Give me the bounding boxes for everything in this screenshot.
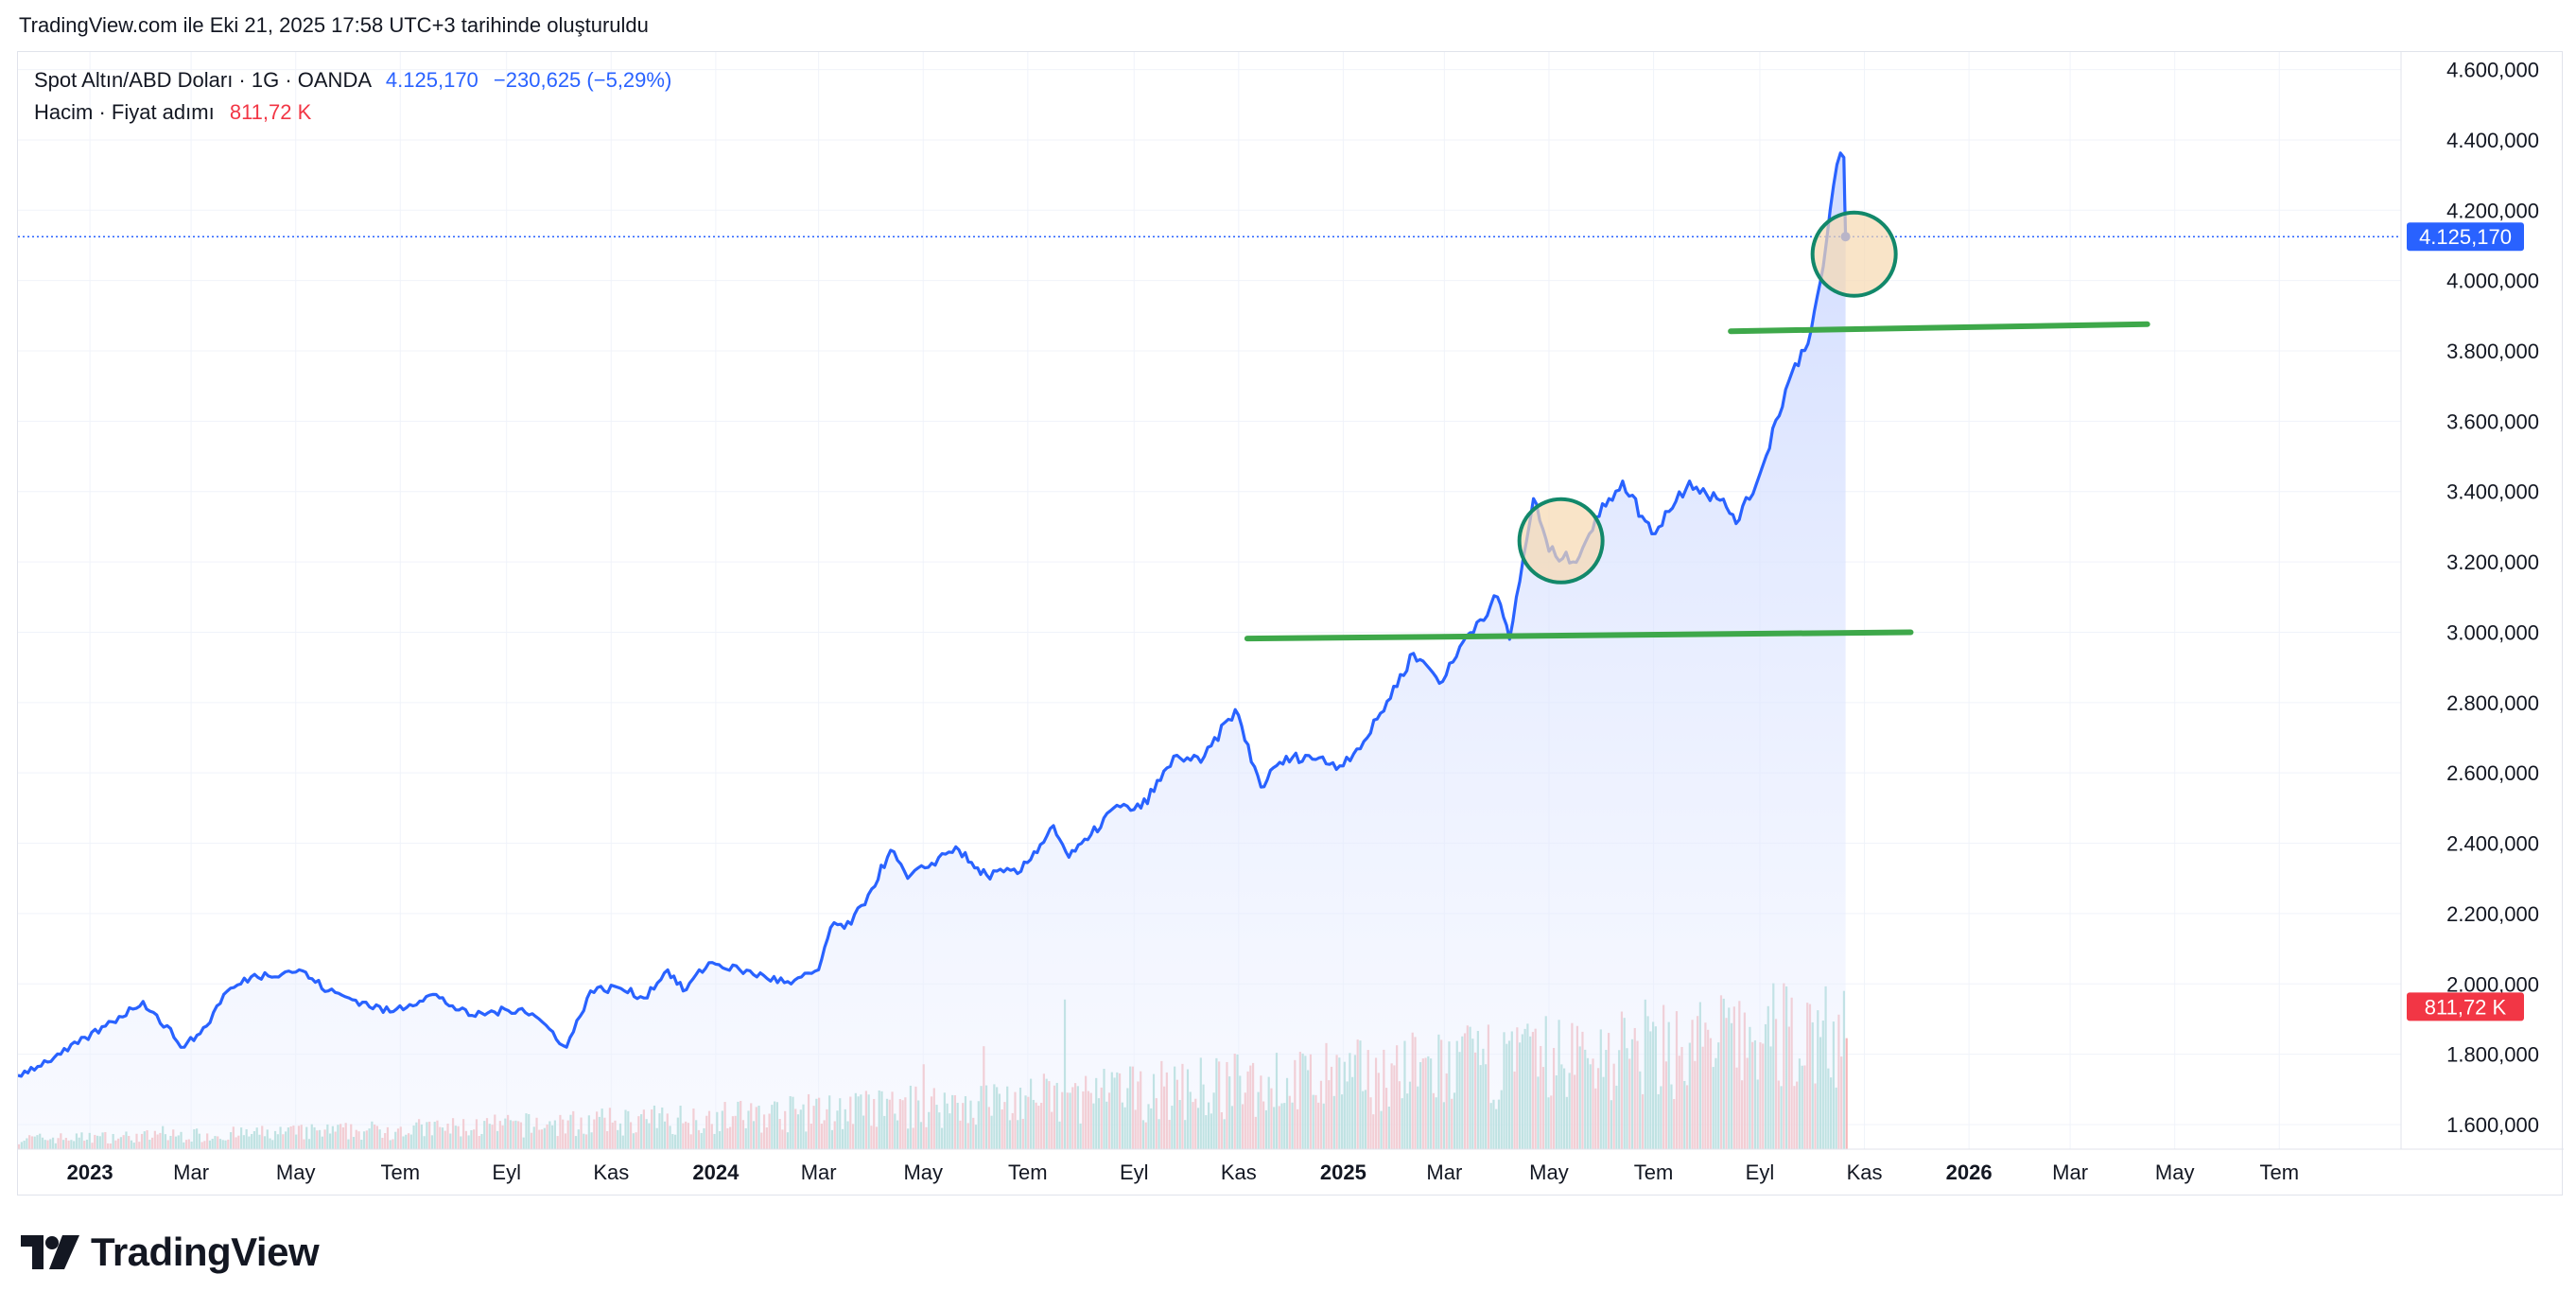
volume-tag-bg bbox=[2407, 992, 2524, 1021]
support-line bbox=[1728, 321, 2150, 335]
x-tick-label: Kas bbox=[593, 1161, 629, 1184]
tradingview-brand[interactable]: TradingView bbox=[21, 1230, 320, 1275]
x-tick-label: Tem bbox=[1634, 1161, 1674, 1184]
highlight-circle bbox=[1517, 497, 1605, 585]
y-tick-label: 1.800,000 bbox=[2446, 1043, 2539, 1067]
y-tick-label: 1.600,000 bbox=[2446, 1113, 2539, 1137]
x-tick-label: Mar bbox=[1426, 1161, 1462, 1184]
legend-volume-value: 811,72 K bbox=[229, 100, 312, 124]
y-tick-label: 3.600,000 bbox=[2446, 410, 2539, 433]
volume-bar bbox=[1845, 1038, 1848, 1149]
price-tag-bg bbox=[2407, 222, 2524, 252]
highlight-circle bbox=[1810, 210, 1898, 298]
brand-name: TradingView bbox=[91, 1230, 320, 1274]
x-tick-label: May bbox=[903, 1161, 943, 1184]
y-tick-label: 3.800,000 bbox=[2446, 340, 2539, 363]
x-tick-label: Mar bbox=[2052, 1161, 2088, 1184]
x-tick-label: Mar bbox=[801, 1161, 837, 1184]
x-tick-label: Eyl bbox=[492, 1161, 521, 1184]
y-tick-label: 2.600,000 bbox=[2446, 761, 2539, 785]
x-tick-label: Eyl bbox=[1746, 1161, 1775, 1184]
tradingview-logo-icon bbox=[21, 1235, 79, 1269]
x-tick-label: Tem bbox=[381, 1161, 421, 1184]
y-tick-label: 2.400,000 bbox=[2446, 832, 2539, 856]
x-tick-label: Kas bbox=[1221, 1161, 1257, 1184]
x-tick-label: 2023 bbox=[67, 1161, 113, 1184]
legend-volume-label[interactable]: Hacim · Fiyat adımı bbox=[34, 100, 215, 124]
y-tick-label: 4.600,000 bbox=[2446, 59, 2539, 82]
legend-price: 4.125,170 bbox=[385, 68, 479, 92]
support-line bbox=[1244, 629, 1914, 642]
x-tick-label: Mar bbox=[173, 1161, 209, 1184]
legend-volume-row: Hacim · Fiyat adımı 811,72 K bbox=[34, 96, 671, 129]
y-tick-label: 2.000,000 bbox=[2446, 972, 2539, 996]
chart-creation-note: TradingView.com ile Eki 21, 2025 17:58 U… bbox=[19, 13, 649, 37]
x-tick-label: 2026 bbox=[1946, 1161, 1993, 1184]
x-tick-label: May bbox=[2155, 1161, 2195, 1184]
price-tag: 4.125,170 bbox=[2419, 225, 2512, 249]
chart-frame: 4.600,000 4.400,000 4.200,000 4.000,000 3.80… bbox=[17, 51, 2564, 1196]
price-area-fill bbox=[18, 152, 1846, 1149]
legend-price-row: Spot Altın/ABD Doları · 1G · OANDA 4.125… bbox=[34, 64, 671, 96]
price-chart[interactable]: 4.600,000 4.400,000 4.200,000 4.000,000 3.80… bbox=[18, 52, 2564, 1196]
y-tick-label: 4.000,000 bbox=[2446, 270, 2539, 293]
x-tick-label: Kas bbox=[1847, 1161, 1883, 1184]
y-tick-label: 2.200,000 bbox=[2446, 902, 2539, 926]
x-tick-label: May bbox=[276, 1161, 316, 1184]
x-tick-label: Tem bbox=[1008, 1161, 1048, 1184]
x-tick-label: Tem bbox=[2259, 1161, 2299, 1184]
x-tick-label: May bbox=[1529, 1161, 1569, 1184]
y-tick-label: 3.000,000 bbox=[2446, 620, 2539, 644]
y-tick-label: 3.400,000 bbox=[2446, 480, 2539, 504]
y-tick-label: 4.400,000 bbox=[2446, 129, 2539, 152]
y-tick-label: 4.200,000 bbox=[2446, 199, 2539, 222]
volume-tag: 811,72 K bbox=[2425, 995, 2507, 1019]
x-tick-label: 2024 bbox=[692, 1161, 740, 1184]
chart-legend: Spot Altın/ABD Doları · 1G · OANDA 4.125… bbox=[34, 64, 671, 129]
x-tick-label: Eyl bbox=[1120, 1161, 1149, 1184]
legend-symbol[interactable]: Spot Altın/ABD Doları · 1G · OANDA bbox=[34, 68, 371, 92]
x-tick-label: 2025 bbox=[1320, 1161, 1366, 1184]
legend-change: −230,625 (−5,29%) bbox=[493, 68, 672, 92]
y-tick-label: 2.800,000 bbox=[2446, 691, 2539, 715]
y-tick-label: 3.200,000 bbox=[2446, 550, 2539, 574]
